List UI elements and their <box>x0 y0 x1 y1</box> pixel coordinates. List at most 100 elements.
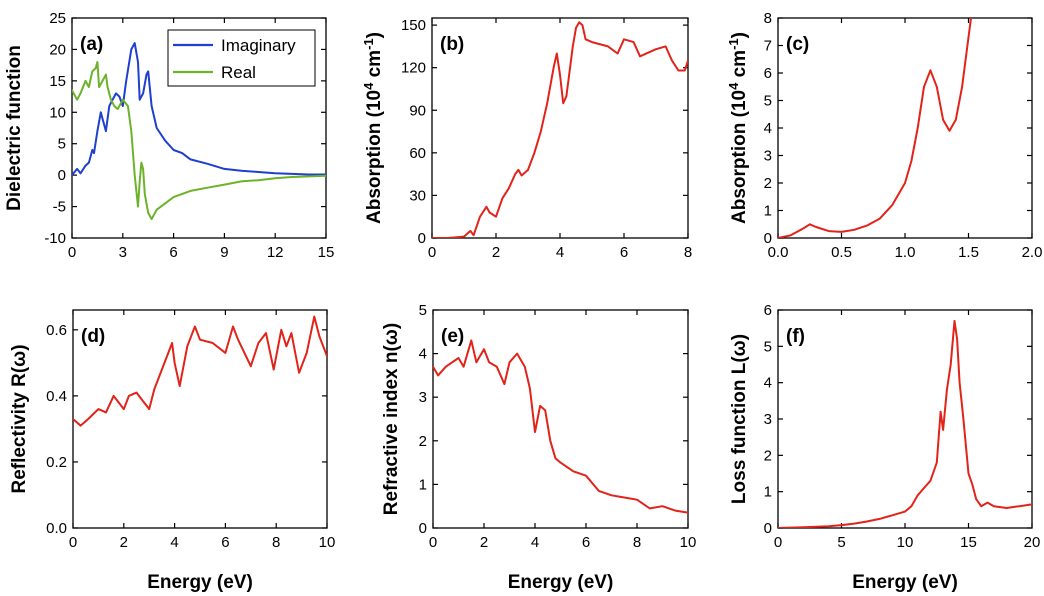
y-tick-label: 5 <box>764 338 772 355</box>
x-tick-label: 6 <box>221 534 229 551</box>
x-tick-label: 3 <box>119 244 127 261</box>
x-tick-label: 10 <box>680 534 697 551</box>
y-tick-label: 0.6 <box>46 322 67 339</box>
series-line-absorption <box>432 21 688 238</box>
y-tick-label: 2 <box>764 447 772 464</box>
y-tick-label: 120 <box>401 60 426 77</box>
panel-e: 0 2 4 6 8 10 0 1 2 3 4 5 (e) Refractive index n(ω) Ene… <box>381 302 696 593</box>
legend-entry: Imaginary <box>221 36 296 55</box>
y-tick-label: 10 <box>49 104 66 121</box>
x-tick-label: 1.5 <box>958 244 979 261</box>
x-tick-label: 5 <box>837 534 845 551</box>
x-tick-label: 2.0 <box>1022 244 1043 261</box>
x-tick-label: 0 <box>428 244 436 261</box>
y-tick-label: 0 <box>764 230 772 247</box>
y-tick-label: -5 <box>53 199 66 216</box>
panel-label: (c) <box>786 34 809 55</box>
x-tick-label: 0 <box>69 534 77 551</box>
series-line-loss-function <box>778 319 1032 528</box>
y-tick-label: 5 <box>58 136 66 153</box>
y-tick-label: 0.2 <box>46 454 67 471</box>
x-tick-label: 10 <box>897 534 914 551</box>
y-tick-label: 0 <box>58 167 66 184</box>
y-tick-label: 1 <box>764 203 772 220</box>
x-tick-label: 0.0 <box>768 244 789 261</box>
plot-frame <box>777 17 1033 239</box>
x-axis-label: Energy (eV) <box>852 572 958 593</box>
series-line-absorption <box>778 18 972 238</box>
x-tick-label: 15 <box>318 244 335 261</box>
y-tick-label: 4 <box>419 346 427 363</box>
panel-label: (a) <box>80 34 103 55</box>
y-tick-label: 7 <box>764 38 772 55</box>
y-tick-label: 60 <box>409 145 426 162</box>
y-tick-label: 30 <box>409 187 426 204</box>
x-tick-label: 15 <box>960 534 977 551</box>
y-tick-label: 0.4 <box>46 388 67 405</box>
x-tick-label: 0 <box>774 534 782 551</box>
legend: Imaginary Real <box>167 29 316 87</box>
y-axis-label: Absorption (104 cm-1) <box>361 32 386 224</box>
series-line-real <box>72 61 326 221</box>
y-tick-label: 3 <box>764 148 772 165</box>
y-tick-label: 0 <box>419 520 427 537</box>
x-tick-label: 6 <box>582 534 590 551</box>
plot-frame <box>72 309 328 529</box>
y-tick-label: 5 <box>419 302 427 319</box>
x-tick-label: 8 <box>272 534 280 551</box>
y-tick-label: 1 <box>419 476 427 493</box>
y-tick-label: 0 <box>418 230 426 247</box>
y-tick-label: 25 <box>49 10 66 27</box>
y-tick-label: 1 <box>764 484 772 501</box>
y-tick-label: 5 <box>764 93 772 110</box>
y-tick-label: 6 <box>764 65 772 82</box>
panel-c: 0.0 0.5 1.0 1.5 2.0 0 1 2 3 4 5 6 7 8 (c) Absorption (1… <box>726 10 1043 261</box>
plot-frame <box>777 309 1033 529</box>
series-line-reflectivity <box>73 315 327 427</box>
legend-box <box>167 29 316 87</box>
x-tick-label: 0 <box>68 244 76 261</box>
y-tick-label: 2 <box>419 433 427 450</box>
x-tick-label: 2 <box>480 534 488 551</box>
x-tick-label: 0.5 <box>831 244 852 261</box>
y-axis-label: Absorption (104 cm-1) <box>726 32 751 224</box>
panel-a: 0 3 6 9 12 15 -10 -5 0 5 10 15 20 25 (a) Dielectric fun… <box>4 10 334 261</box>
x-tick-label: 8 <box>633 534 641 551</box>
y-axis-label: Loss function L(ω) <box>729 334 750 504</box>
x-tick-label: 6 <box>620 244 628 261</box>
y-tick-label: 6 <box>764 302 772 319</box>
y-tick-label: 4 <box>764 375 772 392</box>
y-tick-label: 0.0 <box>46 520 67 537</box>
x-tick-label: 4 <box>531 534 539 551</box>
x-tick-label: 0 <box>429 534 437 551</box>
y-tick-label: 150 <box>401 17 426 34</box>
y-tick-label: -10 <box>44 230 66 247</box>
panel-b: 0 2 4 6 8 0 30 60 90 120 150 (b) Absorption (104 cm-… <box>361 17 693 261</box>
x-tick-label: 2 <box>120 534 128 551</box>
series-line-imaginary <box>72 42 326 177</box>
series-line-refractive-index <box>433 339 688 514</box>
panel-d: 0 2 4 6 8 10 0.0 0.2 0.4 0.6 (d) Reflectivity R(ω) E… <box>9 309 336 593</box>
x-tick-label: 9 <box>220 244 228 261</box>
y-tick-label: 3 <box>419 389 427 406</box>
x-tick-label: 10 <box>319 534 336 551</box>
y-tick-label: 15 <box>49 73 66 90</box>
y-tick-label: 20 <box>49 41 66 58</box>
panel-label: (b) <box>440 34 464 55</box>
panel-label: (e) <box>441 326 464 347</box>
y-tick-label: 0 <box>764 520 772 537</box>
y-tick-label: 90 <box>409 102 426 119</box>
x-axis-label: Energy (eV) <box>508 572 614 593</box>
y-axis-label: Reflectivity R(ω) <box>9 344 30 493</box>
y-axis-label: Refractive index n(ω) <box>381 323 402 515</box>
panel-f: 0 5 10 15 20 0 1 2 3 4 5 6 (f) Loss function L(ω) Ener… <box>729 302 1040 593</box>
x-tick-label: 4 <box>556 244 564 261</box>
x-tick-label: 8 <box>684 244 692 261</box>
x-tick-label: 1.0 <box>895 244 916 261</box>
panel-label: (f) <box>786 326 805 347</box>
x-tick-label: 12 <box>267 244 284 261</box>
x-tick-label: 6 <box>169 244 177 261</box>
x-tick-label: 4 <box>170 534 178 551</box>
x-tick-label: 20 <box>1024 534 1041 551</box>
